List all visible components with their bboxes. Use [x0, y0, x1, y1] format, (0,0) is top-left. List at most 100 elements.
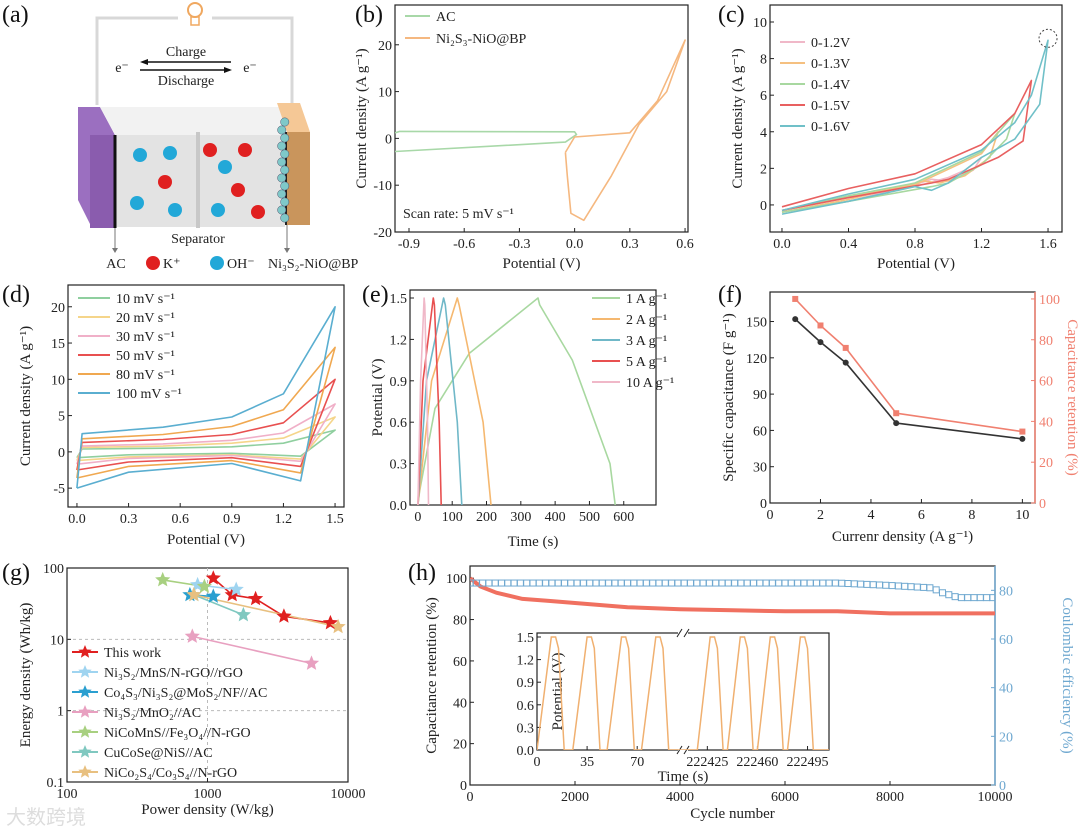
x-tick-label: 0.0	[566, 237, 584, 252]
y-axis-label: Current density (A g⁻¹)	[354, 48, 370, 188]
x-tick-label: 2	[817, 508, 824, 523]
cation	[231, 183, 245, 197]
x-tick-label: 0.3	[621, 237, 639, 252]
star-marker	[205, 588, 221, 603]
x-tick-label: -0.6	[453, 237, 475, 252]
discharge-label: Discharge	[158, 74, 215, 89]
x-tick-label: 2000	[561, 790, 589, 805]
data-point	[792, 295, 799, 302]
y-tick-label: 0.9	[517, 676, 535, 691]
y-tick-label: 120	[746, 352, 767, 367]
star-marker	[205, 570, 221, 585]
star-marker	[276, 608, 292, 623]
series-line	[395, 130, 578, 153]
x-axis-label: Power density (W/kg)	[141, 802, 273, 818]
x-axis-label: Potential (V)	[877, 256, 955, 272]
legend-label: 100 mV s⁻¹	[116, 387, 182, 402]
legend-item: 50 mV s⁻¹	[78, 349, 175, 364]
cation-label: K⁺	[163, 257, 181, 272]
x-tick-label: 0.0	[68, 512, 86, 527]
y-tick-label: 0.3	[517, 721, 535, 736]
legend-label: Co₄S₃/Ni₃S₂@MoS₂/NF//AC	[104, 686, 267, 701]
y-tick-label: 80	[453, 614, 467, 629]
x-tick-label: 6000	[771, 790, 799, 805]
charge-arrow	[140, 59, 231, 65]
series-line	[537, 636, 683, 750]
electron-right: e⁻	[243, 61, 257, 76]
y-tick-label: -10	[373, 179, 392, 194]
x-tick-label: 0.3	[120, 512, 138, 527]
y2-tick-label: 0	[1039, 497, 1046, 512]
active-sphere	[277, 173, 287, 183]
legend-item: NiCoMnS//Fe₃O₄//N-rGO	[72, 725, 251, 741]
active-sphere	[277, 205, 287, 215]
x-tick-label: 0	[414, 510, 421, 525]
circuit-wire	[95, 16, 294, 105]
active-sphere	[280, 133, 290, 143]
legend-label: 3 A g⁻¹	[626, 334, 667, 349]
active-sphere	[280, 213, 290, 223]
cathode-electrode	[287, 132, 310, 225]
legend-label: 0-1.6V	[811, 120, 850, 135]
x-tick-label: 100	[442, 510, 463, 525]
axis-break-icon	[676, 628, 690, 638]
series-line	[470, 576, 995, 616]
y2-tick-label: 40	[1039, 415, 1053, 430]
legend-item: AC	[405, 10, 455, 25]
star-marker	[155, 571, 171, 587]
panel-label: (g)	[2, 560, 30, 586]
x-axis-label: Currenr density (A g⁻¹)	[832, 529, 973, 545]
data-point	[842, 359, 849, 366]
x-tick-label: 4000	[666, 790, 694, 805]
y-tick-label: 10	[753, 16, 767, 31]
chart-b: -0.9 -0.6 -0.3 0.0 0.3 0.6 -20 -10 0 10 20 Potentia…	[354, 4, 694, 272]
x-axis-label: Potential (V)	[167, 532, 245, 548]
anion	[211, 203, 225, 217]
x-tick-label: 600	[613, 510, 634, 525]
legend-item: NiCo₂S₄/Co₃S₄//N-rGO	[72, 765, 237, 781]
active-sphere	[280, 149, 290, 159]
y-tick-label: 1.2	[390, 333, 408, 348]
legend-label: NiCoMnS//Fe₃O₄//N-rGO	[104, 726, 251, 741]
x-tick-label: 1.2	[275, 512, 293, 527]
star-marker	[248, 590, 264, 606]
legend-item: 2 A g⁻¹	[592, 313, 667, 328]
star-icon	[78, 685, 92, 698]
active-sphere	[280, 117, 290, 127]
legend-label: Ni₃S₂/MnS/N-rGO//rGO	[104, 666, 243, 681]
y-tick-label: 0	[460, 779, 467, 794]
y-tick-label: 0	[760, 199, 767, 214]
x-tick-label: 0.0	[773, 237, 791, 252]
y-tick-label: 0	[760, 497, 767, 512]
series-line	[417, 297, 492, 505]
legend-label: 10 mV s⁻¹	[116, 292, 175, 307]
star-icon	[78, 765, 92, 778]
x-tick-label: 8000	[876, 790, 904, 805]
y-tick-label: -20	[373, 226, 392, 241]
data-point	[1019, 435, 1026, 442]
cell-top	[100, 107, 290, 135]
series-group	[395, 39, 686, 222]
y2-tick-label: 60	[999, 633, 1013, 648]
x-tick-label: 0	[767, 508, 774, 523]
active-sphere	[277, 141, 287, 151]
legend-item: 10 A g⁻¹	[592, 376, 674, 391]
legend-item: This work	[72, 645, 161, 661]
lightbulb-icon	[187, 2, 203, 26]
panel-label: (a)	[2, 2, 29, 28]
y-tick-label: 100	[43, 562, 64, 577]
y-tick-label: 4	[760, 126, 767, 141]
x-tick-label: 0.6	[676, 237, 694, 252]
data-point	[1019, 428, 1026, 435]
data-point	[893, 410, 900, 417]
y2-tick-label: 20	[1039, 456, 1053, 471]
series-group	[537, 636, 829, 750]
legend-item: Ni₃S₂/MnS/N-rGO//rGO	[72, 665, 243, 681]
legend-label: 1 A g⁻¹	[626, 292, 667, 307]
series-line	[193, 594, 244, 616]
series-line	[192, 635, 312, 665]
y2-tick-label: 0	[999, 779, 1006, 794]
data-point	[842, 344, 849, 351]
y-axis-label: Potential (V)	[550, 653, 566, 731]
legend-label: Ni₃S₂/MnO₂//AC	[104, 706, 201, 721]
